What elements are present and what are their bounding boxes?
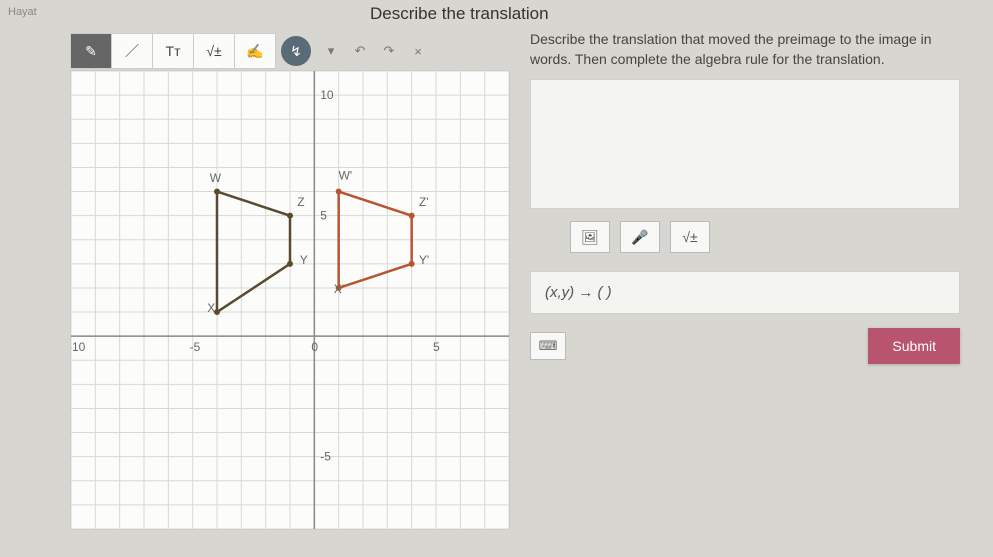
bottom-controls: ⌨ Submit [530,328,960,364]
svg-text:W': W' [339,168,353,182]
svg-text:W: W [210,171,222,185]
instructions-text: Describe the translation that moved the … [530,30,970,69]
svg-text:-10: -10 [71,340,86,354]
answer-area: Describe the translation that moved the … [530,30,970,364]
rule-input[interactable]: (x,y) → ( ) [530,271,960,314]
submit-button[interactable]: Submit [868,328,960,364]
undo-button[interactable]: ↶ [345,33,375,69]
svg-text:5: 5 [320,209,327,223]
svg-text:X: X [207,301,215,315]
image-tool-icon[interactable]: 🖼 [570,221,610,253]
tool-text[interactable]: Tᴛ [152,33,194,69]
tool-draw[interactable]: ✍ [234,33,276,69]
mic-tool-icon[interactable]: 🎤 [620,221,660,253]
svg-text:X': X' [334,282,344,296]
tool-line[interactable]: ／ [111,33,153,69]
close-button[interactable]: × [403,33,433,69]
svg-text:Y: Y [300,253,308,267]
editor-toolbar: ✎ ／ Tᴛ √± ✍ ↯ ▾ ↶ ↷ × [70,32,432,70]
svg-text:Z': Z' [419,195,429,209]
corner-label: Hayat [8,6,37,18]
keyboard-icon[interactable]: ⌨ [530,332,566,360]
tool-special[interactable]: ↯ [275,33,317,69]
svg-text:-5: -5 [190,340,201,354]
math-tool-icon[interactable]: √± [670,221,710,253]
coordinate-graph[interactable]: -10 -5 0 5 -5 5 10 W Z Y X W' Z' Y' X' [70,70,510,530]
svg-text:0: 0 [311,340,318,354]
svg-text:10: 10 [320,88,334,102]
svg-text:-5: -5 [320,450,331,464]
answer-toolbar: 🖼 🎤 √± [530,221,970,253]
page-title: Describe the translation [370,4,549,24]
tool-pen[interactable]: ✎ [70,33,112,69]
svg-text:Z: Z [297,195,304,209]
svg-text:Y': Y' [419,253,429,267]
text-answer-input[interactable] [530,79,960,209]
tool-dropdown[interactable]: ▾ [316,33,346,69]
redo-button[interactable]: ↷ [374,33,404,69]
tool-math[interactable]: √± [193,33,235,69]
svg-text:5: 5 [433,340,440,354]
